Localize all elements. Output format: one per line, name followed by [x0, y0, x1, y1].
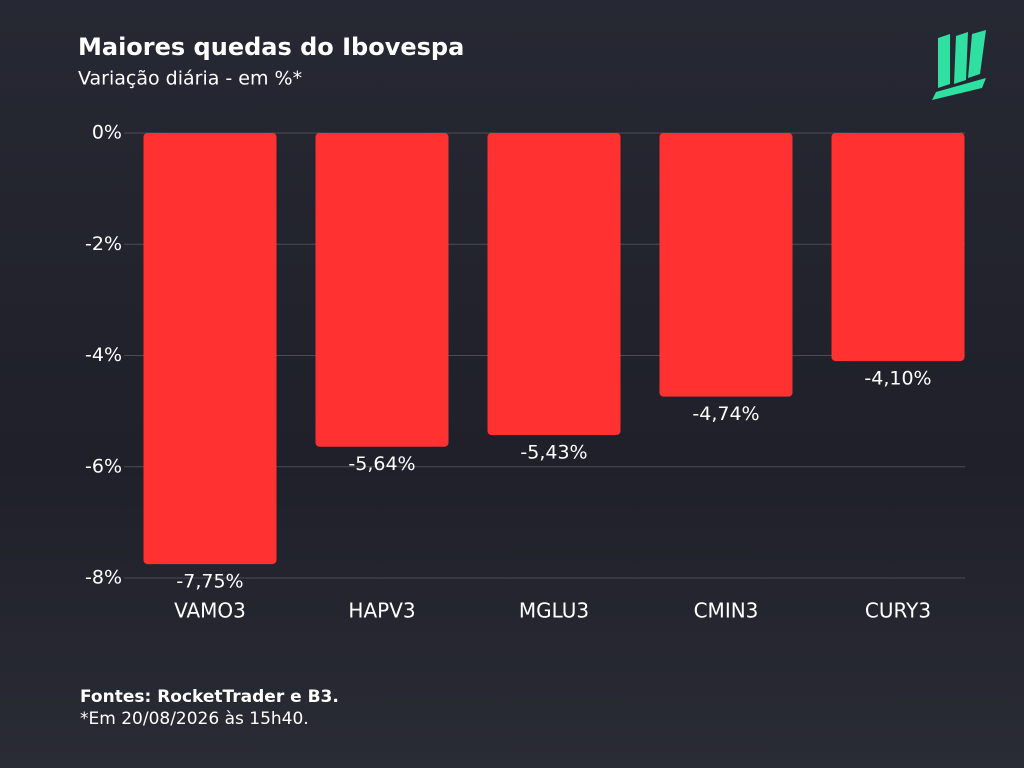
y-tick-label: 0%	[92, 122, 122, 144]
y-tick-label: -4%	[85, 344, 122, 366]
y-tick-label: -2%	[85, 233, 122, 255]
value-label: -5,64%	[348, 453, 415, 475]
y-tick-label: -6%	[85, 455, 122, 477]
x-tick-label: HAPV3	[348, 599, 415, 623]
value-label: -5,43%	[520, 442, 587, 464]
value-label: -7,75%	[176, 571, 243, 593]
y-tick-label: -8%	[85, 567, 122, 589]
source: Fontes: RocketTrader e B3.	[80, 687, 339, 707]
note: *Em 20/08/2026 às 15h40.	[80, 709, 309, 729]
x-tick-label: MGLU3	[519, 599, 589, 623]
chart-title: Maiores quedas do Ibovespa	[78, 33, 464, 61]
bar	[831, 133, 965, 362]
x-tick-label: CMIN3	[694, 599, 759, 623]
chart-subtitle: Variação diária - em %*	[78, 68, 302, 90]
x-tick-label: VAMO3	[174, 599, 246, 623]
x-tick-label: CURY3	[865, 599, 931, 623]
value-label: -4,10%	[864, 368, 931, 390]
logo	[932, 30, 986, 100]
bar	[315, 133, 449, 447]
bar	[143, 133, 277, 565]
value-label: -4,74%	[692, 403, 759, 425]
bar	[659, 133, 793, 397]
bar	[487, 133, 621, 436]
